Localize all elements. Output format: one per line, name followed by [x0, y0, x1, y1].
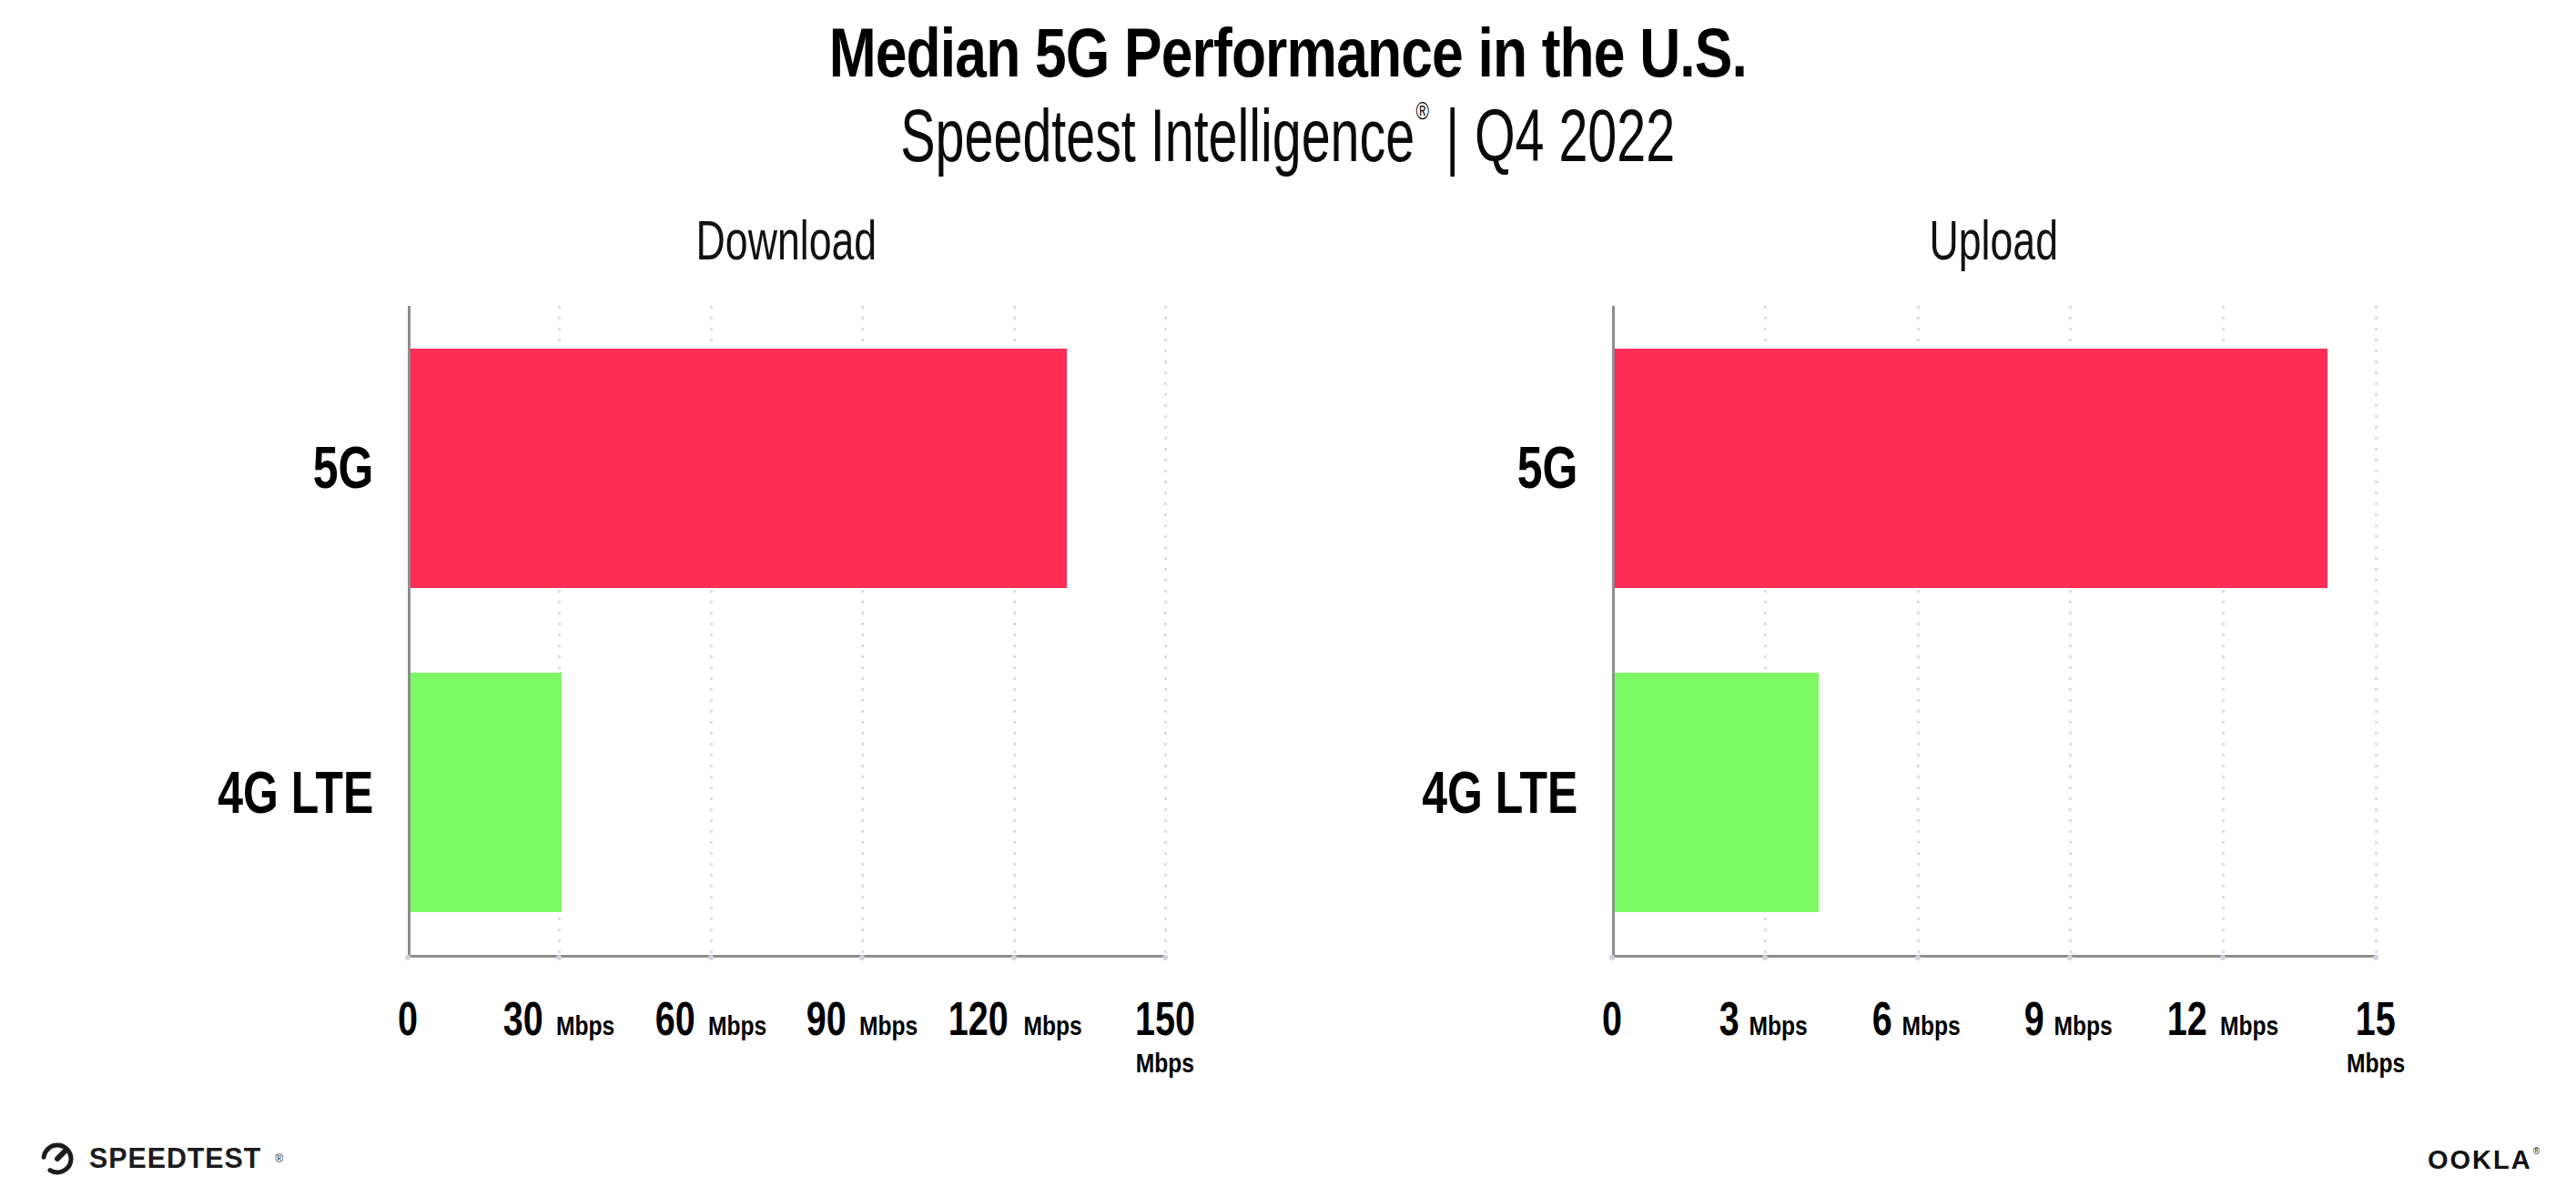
x-axis-ticks: 03Mbps6Mbps9Mbps12Mbps15Mbps [1612, 993, 2376, 1139]
category-label-5g: 5G [312, 434, 373, 502]
axis-tickmark-12 [2220, 955, 2226, 960]
x-tick-unit: Mbps [1024, 1010, 1082, 1041]
bar-4g-lte [1615, 673, 1819, 912]
registered-mark-icon: ® [1416, 96, 1429, 125]
subtitle-brand: Speedtest Intelligence [901, 94, 1415, 177]
axis-tickmark-120 [1011, 955, 1017, 960]
axis-tickmark-150 [1162, 955, 1168, 960]
axis-tickmark-0 [1609, 955, 1615, 960]
bar-4g-lte [411, 673, 562, 912]
x-tick-value: 90 [806, 993, 847, 1044]
axis-tickmark-3 [1762, 955, 1768, 960]
x-tick-unit: Mbps [1136, 1048, 1194, 1079]
speedtest-logo: SPEEDTEST ® [38, 1140, 283, 1178]
x-tick-60: 60 Mbps [649, 993, 773, 1044]
x-tick-9: 9 Mbps [2022, 993, 2119, 1044]
speedtest-gauge-icon [38, 1140, 76, 1178]
gridline-15 [2375, 306, 2378, 955]
x-tick-unit: Mbps [2347, 1048, 2405, 1079]
x-tick-value: 30 [503, 993, 543, 1044]
x-tick-30: 30 Mbps [497, 993, 621, 1044]
figure-subtitle-text: Speedtest Intelligence® |Q4 2022 [901, 93, 1676, 178]
x-tick-value: 9 [2024, 993, 2044, 1044]
figure-canvas: Median 5G Performance in the U.S. Speedt… [0, 0, 2576, 1197]
gridline-150 [1164, 306, 1167, 955]
speedtest-registered-mark: ® [275, 1152, 283, 1165]
chart-title: Upload [1612, 208, 2376, 272]
x-tick-unit: Mbps [2054, 1010, 2113, 1041]
subtitle-period: Q4 2022 [1475, 94, 1675, 177]
x-tick-value: 12 [2167, 993, 2207, 1044]
x-tick-value: 60 [655, 993, 695, 1044]
bar-5g [411, 349, 1067, 588]
axis-tickmark-9 [2067, 955, 2073, 960]
ookla-logo-text: OOKLA [2428, 1145, 2532, 1175]
x-tick-120: 120 Mbps [938, 993, 1089, 1044]
x-axis-line [1612, 955, 2376, 958]
x-tick-12: 12 Mbps [2161, 993, 2285, 1044]
ookla-registered-mark: ® [2533, 1147, 2540, 1156]
category-label-5g: 5G [1516, 434, 1577, 502]
axis-tickmark-90 [859, 955, 865, 960]
chart-title-text: Download [696, 208, 877, 272]
x-tick-90: 90 Mbps [800, 993, 924, 1044]
x-tick-15: 15 Mbps [2340, 993, 2411, 1079]
ookla-logo: OOKLA® [2428, 1145, 2540, 1175]
x-tick-0: 0 [395, 993, 421, 1044]
figure-title-text: Median 5G Performance in the U.S. [829, 13, 1747, 92]
x-tick-unit: Mbps [708, 1010, 766, 1041]
axis-tickmark-30 [556, 955, 562, 960]
axis-tickmark-6 [1915, 955, 1921, 960]
x-tick-6: 6 Mbps [1869, 993, 1966, 1044]
x-tick-value: 120 [948, 993, 1008, 1044]
x-tick-unit: Mbps [859, 1010, 918, 1041]
speedtest-logo-text: SPEEDTEST [89, 1142, 261, 1175]
subtitle-divider: | [1445, 94, 1459, 177]
category-label-4g-lte: 4G LTE [218, 759, 373, 827]
plot-area: 5G4G LTE [408, 306, 1165, 955]
download-chart: Download 5G4G LTE 030Mbps60Mbps90Mbps120… [408, 306, 1165, 955]
x-tick-value: 150 [1135, 993, 1195, 1044]
x-tick-unit: Mbps [1902, 1010, 1960, 1041]
figure-title: Median 5G Performance in the U.S. [0, 13, 2576, 92]
bar-5g [1615, 349, 2328, 588]
x-axis-line [408, 955, 1165, 958]
axis-tickmark-15 [2373, 955, 2378, 960]
upload-chart: Upload 5G4G LTE 03Mbps6Mbps9Mbps12Mbps15… [1612, 306, 2376, 955]
x-tick-0: 0 [1599, 993, 1626, 1044]
x-tick-value: 0 [1602, 993, 1622, 1044]
x-tick-unit: Mbps [1749, 1010, 1807, 1041]
figure-subtitle: Speedtest Intelligence® |Q4 2022 [0, 93, 2576, 178]
axis-tickmark-60 [708, 955, 714, 960]
x-tick-150: 150 Mbps [1126, 993, 1205, 1079]
chart-title: Download [408, 208, 1165, 272]
x-tick-value: 6 [1871, 993, 1891, 1044]
x-tick-value: 0 [398, 993, 418, 1044]
plot-area: 5G4G LTE [1612, 306, 2376, 955]
chart-title-text: Upload [1930, 208, 2058, 272]
x-tick-3: 3 Mbps [1716, 993, 1813, 1044]
category-label-4g-lte: 4G LTE [1422, 759, 1577, 827]
x-tick-value: 3 [1719, 993, 1739, 1044]
x-tick-value: 15 [2356, 993, 2396, 1044]
x-tick-unit: Mbps [556, 1010, 614, 1041]
x-axis-ticks: 030Mbps60Mbps90Mbps120Mbps150Mbps [408, 993, 1165, 1139]
x-tick-unit: Mbps [2220, 1010, 2278, 1041]
axis-tickmark-0 [405, 955, 411, 960]
